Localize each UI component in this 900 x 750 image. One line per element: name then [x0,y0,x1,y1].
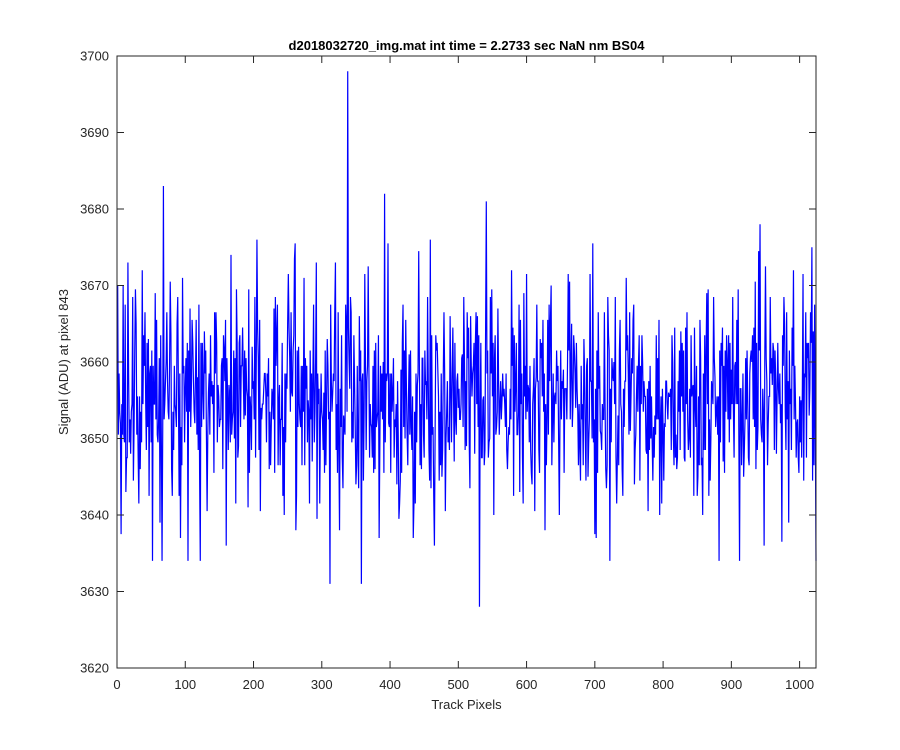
x-tick-label: 0 [113,677,120,692]
y-tick-label: 3660 [80,355,109,370]
y-tick-label: 3640 [80,508,109,523]
x-tick-label: 100 [174,677,196,692]
chart-title: d2018032720_img.mat int time = 2.2733 se… [289,38,646,53]
y-tick-label: 3630 [80,584,109,599]
y-tick-label: 3670 [80,278,109,293]
y-tick-label: 3690 [80,125,109,140]
x-tick-label: 600 [516,677,538,692]
x-tick-label: 200 [243,677,265,692]
x-tick-label: 800 [652,677,674,692]
y-tick-label: 3680 [80,202,109,217]
x-tick-label: 500 [447,677,469,692]
x-tick-label: 300 [311,677,333,692]
series-layer [117,71,817,607]
y-axis-label: Signal (ADU) at pixel 843 [56,289,71,435]
tick-layer: 0 100 200 300 400 500 600 700 800 900 1000 3620 3630… [80,49,816,692]
y-tick-label: 3620 [80,661,109,676]
x-tick-label: 900 [721,677,743,692]
x-tick-label: 1000 [785,677,814,692]
y-tick-label: 3700 [80,49,109,64]
x-axis-label: Track Pixels [431,697,502,712]
x-tick-label: 700 [584,677,606,692]
series-line-0 [117,71,817,607]
y-tick-label: 3650 [80,431,109,446]
x-tick-label: 400 [379,677,401,692]
